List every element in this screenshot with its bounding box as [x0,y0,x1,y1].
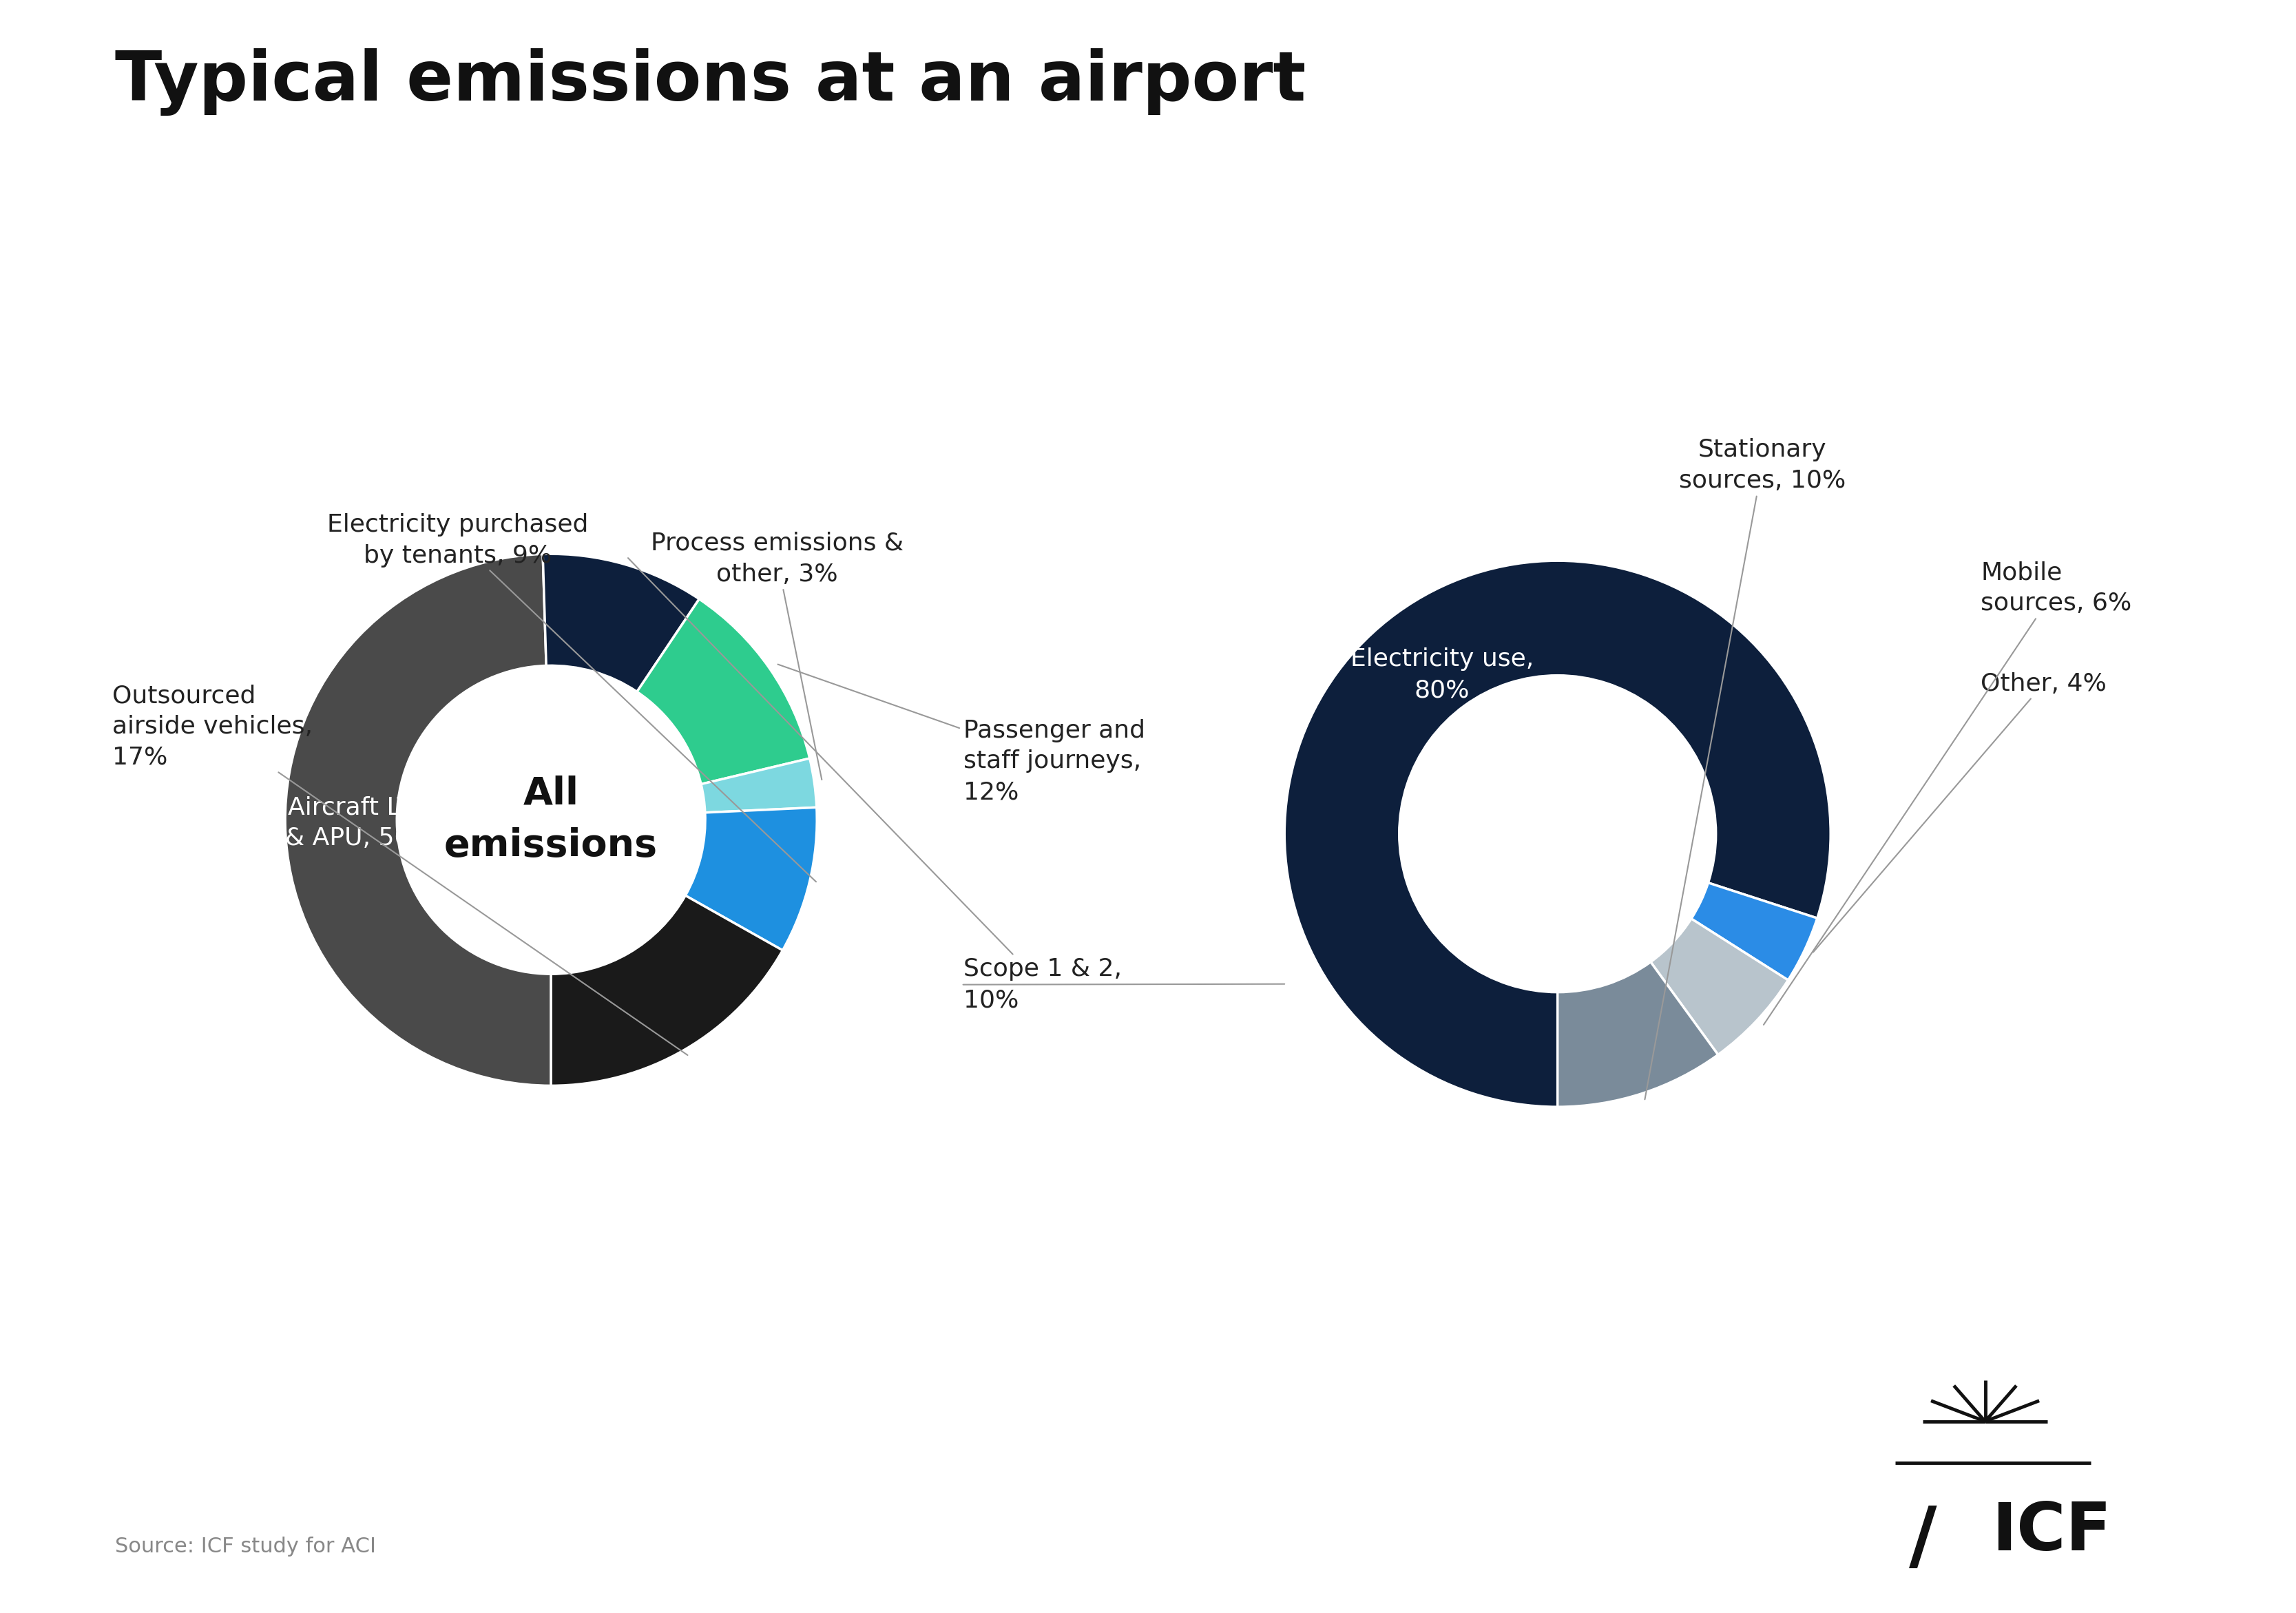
Wedge shape [1692,882,1816,981]
Text: Source: ICF study for ACI: Source: ICF study for ACI [115,1537,377,1557]
Text: Aircraft LTO
& APU, 50%: Aircraft LTO & APU, 50% [285,795,434,850]
Text: Passenger and
staff journeys,
12%: Passenger and staff journeys, 12% [778,665,1146,803]
Text: All
emissions: All emissions [443,776,659,865]
Text: Mobile
sources, 6%: Mobile sources, 6% [1763,561,2131,1024]
Text: /: / [1908,1503,1936,1578]
Wedge shape [542,553,700,692]
Wedge shape [636,598,810,784]
Wedge shape [1557,961,1717,1107]
Text: Electricity purchased
by tenants, 9%: Electricity purchased by tenants, 9% [328,513,815,882]
Text: Scope 1 & 2,
10%: Scope 1 & 2, 10% [629,558,1120,1011]
Text: Process emissions &
other, 3%: Process emissions & other, 3% [650,532,902,779]
Text: Typical emissions at an airport: Typical emissions at an airport [115,48,1306,116]
Wedge shape [1651,919,1789,1055]
Wedge shape [1283,561,1830,1107]
Text: Other, 4%: Other, 4% [1814,673,2108,952]
Text: Stationary
sources, 10%: Stationary sources, 10% [1644,439,1846,1100]
Wedge shape [687,808,817,950]
Text: Scope
1 & 2: Scope 1 & 2 [1492,789,1623,877]
Wedge shape [551,895,783,1086]
Wedge shape [700,758,817,813]
Wedge shape [285,553,551,1086]
Text: Outsourced
airside vehicles,
17%: Outsourced airside vehicles, 17% [113,684,687,1055]
Text: Electricity use,
80%: Electricity use, 80% [1350,647,1534,702]
Text: ICF: ICF [1991,1500,2112,1565]
